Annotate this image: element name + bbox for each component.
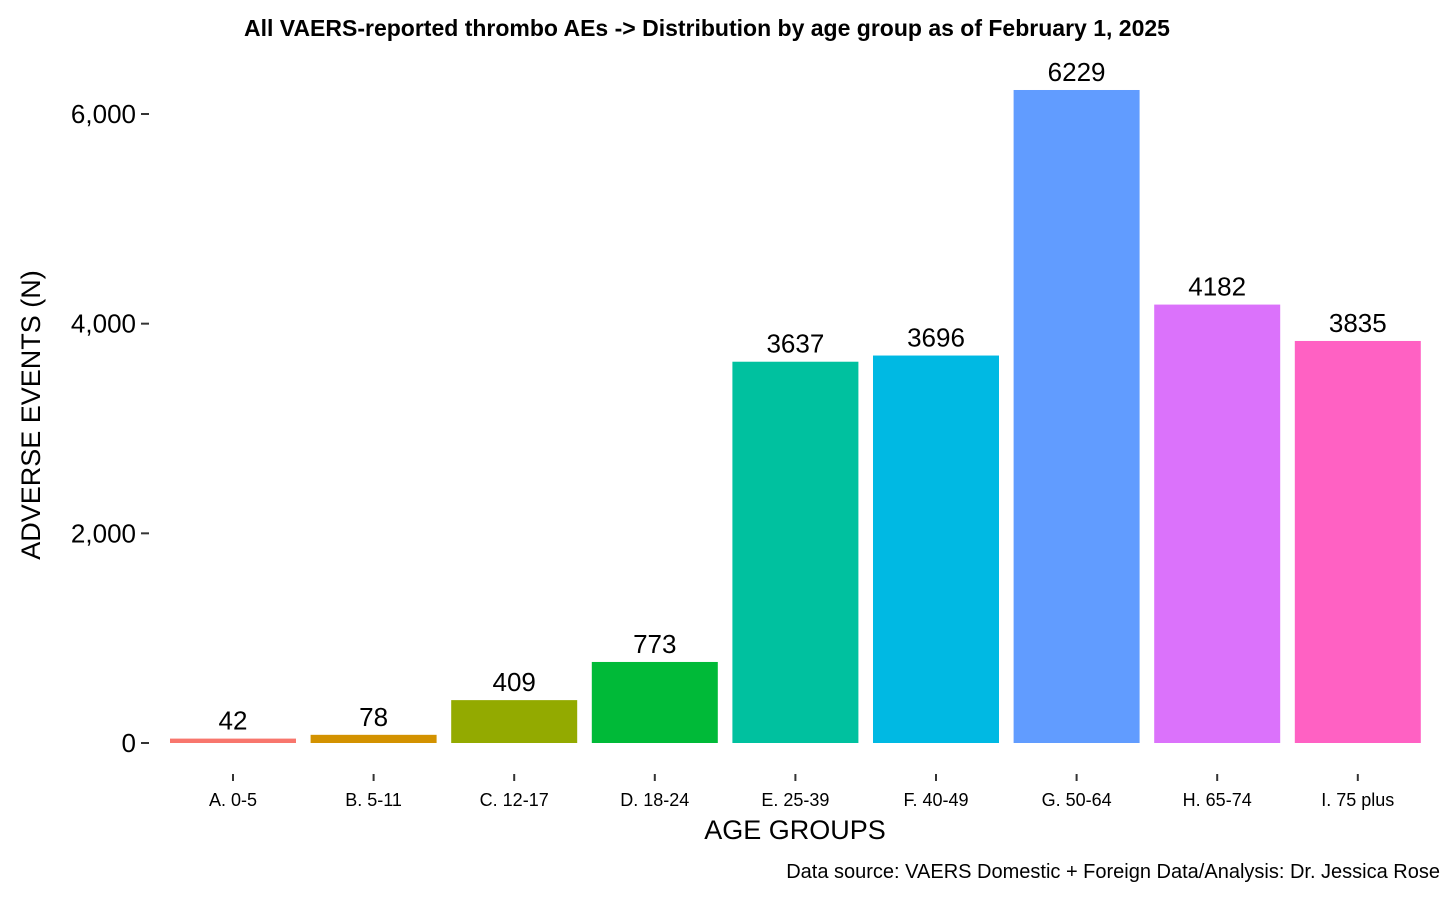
data-label: 773 bbox=[633, 629, 676, 659]
data-label: 3696 bbox=[907, 323, 965, 353]
bar bbox=[873, 355, 999, 743]
x-axis: A. 0-5 B. 5-11 C. 12-17 D. 18-24 E. 25-39 F. … bbox=[209, 774, 1394, 810]
y-axis: 0 2,000 4,000 6,000 bbox=[71, 99, 149, 758]
x-tick-label: B. 5-11 bbox=[345, 790, 402, 810]
bar bbox=[1013, 89, 1140, 743]
y-tick-label: 0 bbox=[122, 728, 136, 758]
x-tick-label: D. 18-24 bbox=[620, 790, 689, 810]
data-label: 3637 bbox=[766, 329, 824, 359]
data-label: 4182 bbox=[1188, 272, 1246, 302]
x-axis-title: AGE GROUPS bbox=[704, 815, 886, 845]
bar bbox=[1154, 304, 1281, 743]
bar bbox=[1294, 340, 1421, 743]
y-tick-label: 4,000 bbox=[71, 309, 136, 339]
y-tick-label: 6,000 bbox=[71, 99, 136, 129]
data-label: 3835 bbox=[1329, 308, 1387, 338]
x-tick-label: I. 75 plus bbox=[1321, 790, 1394, 810]
bar bbox=[732, 361, 859, 743]
bar bbox=[591, 661, 718, 743]
data-label: 6229 bbox=[1048, 57, 1106, 87]
x-tick-label: C. 12-17 bbox=[480, 790, 549, 810]
caption: Data source: VAERS Domestic + Foreign Da… bbox=[786, 861, 1440, 883]
x-tick-label: H. 65-74 bbox=[1183, 790, 1252, 810]
bar bbox=[170, 738, 296, 743]
bars: 42 78 409 773 3637 3696 6229 4182 3835 bbox=[170, 57, 1421, 743]
data-label: 409 bbox=[493, 667, 536, 697]
bar bbox=[451, 700, 578, 743]
data-label: 78 bbox=[359, 702, 388, 732]
bar bbox=[310, 734, 437, 743]
chart-title: All VAERS-reported thrombo AEs -> Distri… bbox=[244, 15, 1170, 41]
y-axis-title: ADVERSE EVENTS (N) bbox=[16, 270, 46, 560]
y-tick-label: 2,000 bbox=[71, 518, 136, 548]
x-tick-label: E. 25-39 bbox=[761, 790, 829, 810]
x-tick-label: A. 0-5 bbox=[209, 790, 257, 810]
x-tick-label: G. 50-64 bbox=[1042, 790, 1112, 810]
x-tick-label: F. 40-49 bbox=[903, 790, 968, 810]
data-label: 42 bbox=[219, 706, 248, 736]
